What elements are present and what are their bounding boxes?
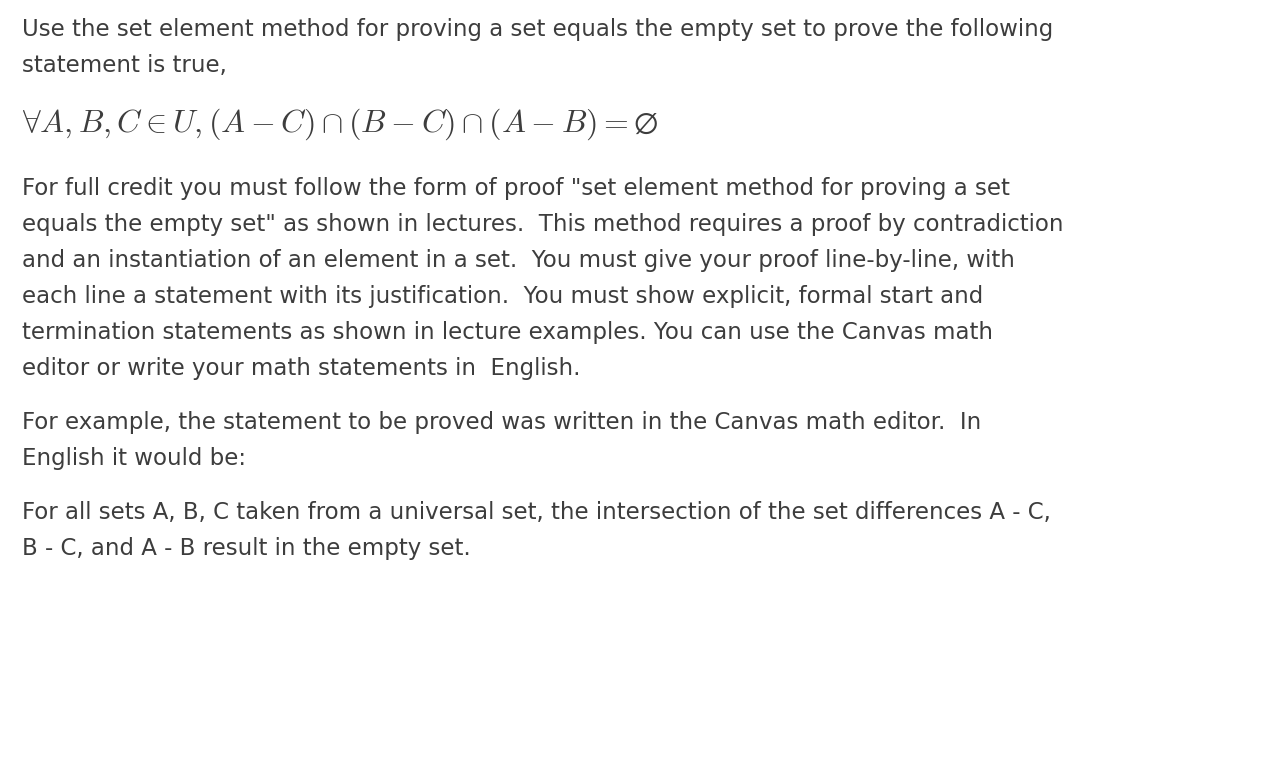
Text: and an instantiation of an element in a set.  You must give your proof line-by-l: and an instantiation of an element in a … xyxy=(22,249,1014,272)
Text: B - C, and A - B result in the empty set.: B - C, and A - B result in the empty set… xyxy=(22,537,471,560)
Text: English it would be:: English it would be: xyxy=(22,447,247,470)
Text: termination statements as shown in lecture examples. You can use the Canvas math: termination statements as shown in lectu… xyxy=(22,321,993,344)
Text: Use the set element method for proving a set equals the empty set to prove the f: Use the set element method for proving a… xyxy=(22,18,1053,41)
Text: editor or write your math statements in  English.: editor or write your math statements in … xyxy=(22,357,580,380)
Text: For example, the statement to be proved was written in the Canvas math editor.  : For example, the statement to be proved … xyxy=(22,411,981,434)
Text: $\forall A, B, C \in U, (A - C) \cap (B - C) \cap (A - B) = \varnothing$: $\forall A, B, C \in U, (A - C) \cap (B … xyxy=(22,106,659,141)
Text: statement is true,: statement is true, xyxy=(22,54,227,77)
Text: equals the empty set" as shown in lectures.  This method requires a proof by con: equals the empty set" as shown in lectur… xyxy=(22,213,1063,236)
Text: each line a statement with its justification.  You must show explicit, formal st: each line a statement with its justifica… xyxy=(22,285,984,308)
Text: For all sets A, B, C taken from a universal set, the intersection of the set dif: For all sets A, B, C taken from a univer… xyxy=(22,501,1050,524)
Text: For full credit you must follow the form of proof "set element method for provin: For full credit you must follow the form… xyxy=(22,177,1011,200)
